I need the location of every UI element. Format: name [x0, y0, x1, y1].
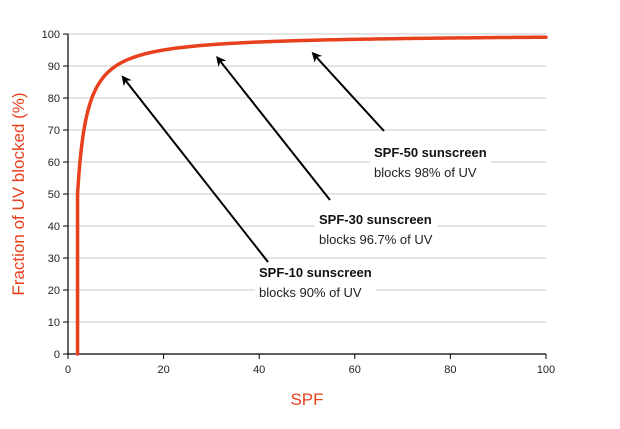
x-tick-label: 60 [349, 364, 361, 376]
y-tick-label: 60 [48, 157, 60, 169]
tick-labels: 0 10 20 30 40 50 60 70 80 90 100 0 20 40 60 80 100 [42, 29, 556, 376]
x-tick-label: 20 [157, 364, 169, 376]
annotation-background [315, 211, 437, 249]
annotation-text: blocks 98% of UV [374, 165, 477, 180]
y-tick-label: 0 [54, 349, 60, 361]
x-tick-label: 40 [253, 364, 265, 376]
y-tick-label: 90 [48, 61, 60, 73]
annotation-title: SPF-10 sunscreen [259, 265, 372, 280]
annotation-arrow [121, 75, 269, 263]
annotation-title: SPF-30 sunscreen [319, 212, 432, 227]
y-tick-label: 70 [48, 125, 60, 137]
annotation-background [255, 264, 376, 302]
x-tick-label: 80 [444, 364, 456, 376]
annotation-text: blocks 96.7% of UV [319, 232, 433, 247]
x-axis-title: SPF [290, 390, 323, 409]
y-tick-label: 100 [42, 29, 60, 41]
y-tick-label: 10 [48, 317, 60, 329]
gridlines [68, 33, 546, 323]
y-tick-label: 80 [48, 93, 60, 105]
annotation-arrow [311, 51, 385, 132]
annotation-arrow [216, 55, 331, 201]
y-tick-label: 40 [48, 221, 60, 233]
y-axis-title: Fraction of UV blocked (%) [9, 92, 28, 295]
x-tick-label: 0 [65, 364, 71, 376]
x-tick-label: 100 [537, 364, 555, 376]
axes [63, 33, 547, 359]
y-tick-label: 30 [48, 253, 60, 265]
annotation-title: SPF-50 sunscreen [374, 145, 487, 160]
annotation-background [370, 144, 491, 182]
y-tick-label: 20 [48, 285, 60, 297]
annotations: SPF-10 sunscreen blocks 90% of UV SPF-30 s… [121, 51, 491, 302]
uv-blocked-curve [75, 35, 548, 356]
annotation-text: blocks 90% of UV [259, 285, 362, 300]
y-tick-label: 50 [48, 189, 60, 201]
